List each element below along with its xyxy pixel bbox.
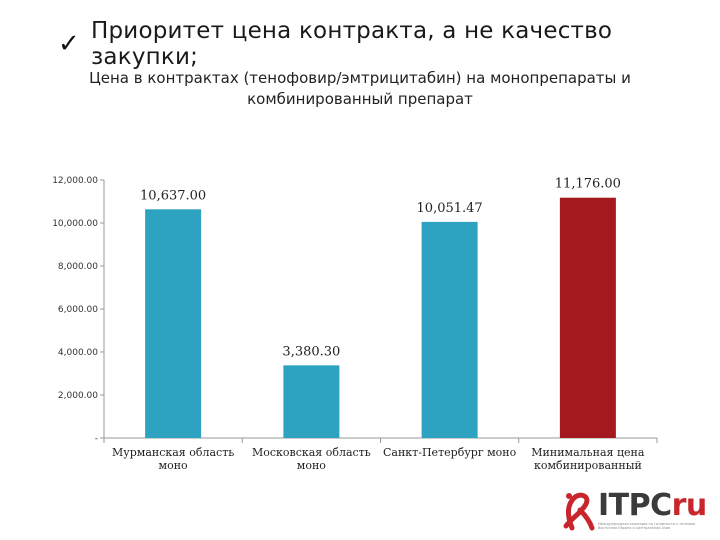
data-label: 11,176.00 <box>555 177 621 192</box>
logo-wordmark: ITPCru <box>598 488 707 523</box>
y-tick-label: 10,000.00 <box>52 219 98 229</box>
category-label: Санкт-Петербург моно <box>383 446 517 459</box>
bar <box>145 209 202 438</box>
y-tick-label: 8,000.00 <box>58 262 98 272</box>
bar <box>283 365 340 438</box>
y-tick-label: 2,000.00 <box>58 391 98 401</box>
y-tick-label: 6,000.00 <box>58 305 98 315</box>
slide-heading: ✓ Приоритет цена контракта, а не качеств… <box>58 18 708 70</box>
y-tick-label: - <box>95 434 98 444</box>
y-tick-label: 12,000.00 <box>52 176 98 186</box>
category-label: комбинированный <box>534 459 642 472</box>
checkmark-icon: ✓ <box>58 29 80 59</box>
category-label: Минимальная цена <box>531 446 645 459</box>
data-label: 10,637.00 <box>140 188 206 203</box>
category-label: Мурманская область <box>112 446 234 459</box>
red-ribbon-icon <box>563 492 595 531</box>
heading-text: Приоритет цена контракта, а не качество … <box>91 18 613 70</box>
itpc-logo: ITPCru Международная коалиция по готовно… <box>560 488 710 532</box>
chart-title: Цена в контрактах (тенофовир/эмтрицитаби… <box>89 69 631 108</box>
category-label: моно <box>159 459 189 472</box>
bar <box>421 221 478 438</box>
bar <box>559 197 616 438</box>
y-tick-label: 4,000.00 <box>58 348 98 358</box>
category-label: Московская область <box>252 446 371 459</box>
data-label: 10,051.47 <box>417 201 483 216</box>
category-label: моно <box>297 459 327 472</box>
logo-tagline: Международная коалиция по готовности к л… <box>598 522 696 530</box>
data-label: 3,380.30 <box>282 344 340 359</box>
